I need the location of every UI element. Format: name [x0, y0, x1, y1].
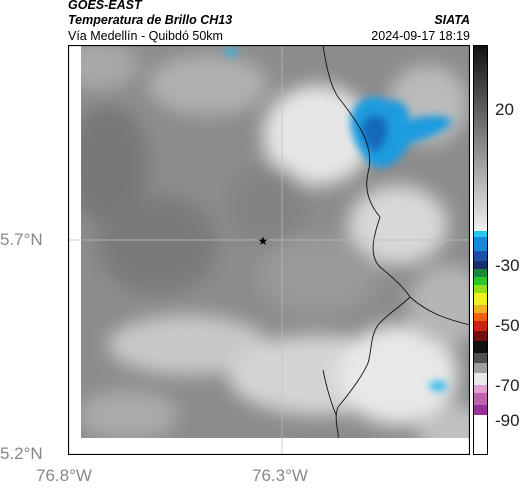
latitude-label-upper: 5.7°N	[0, 230, 43, 249]
map-frame	[68, 45, 470, 455]
colorbar-tick-minus70: -70	[495, 376, 520, 395]
location-star-icon: ★	[258, 234, 269, 248]
boundary-lines	[322, 45, 470, 438]
colorbar-tick-minus50: -50	[495, 316, 520, 335]
timestamp: 2024-09-17 18:19	[371, 29, 470, 43]
colorbar-tick-minus30: -30	[495, 256, 520, 275]
colorbar	[473, 45, 488, 455]
longitude-label-left: 76.8°W	[36, 466, 92, 485]
brightness-temperature-map: ★	[68, 45, 470, 455]
longitude-label-center: 76.3°W	[252, 466, 308, 485]
source-label: SIATA	[434, 13, 470, 27]
colorbar-tick-20: 20	[495, 100, 514, 119]
latitude-label-lower: 5.2°N	[0, 444, 43, 463]
satellite-label: GOES-EAST	[68, 0, 142, 12]
colorbar-tick-minus90: -90	[495, 411, 520, 430]
region-label: Vía Medellín - Quibdó 50km	[68, 29, 223, 43]
cold-cloud-tops	[225, 48, 453, 391]
product-title: Temperatura de Brillo CH13	[68, 13, 233, 27]
